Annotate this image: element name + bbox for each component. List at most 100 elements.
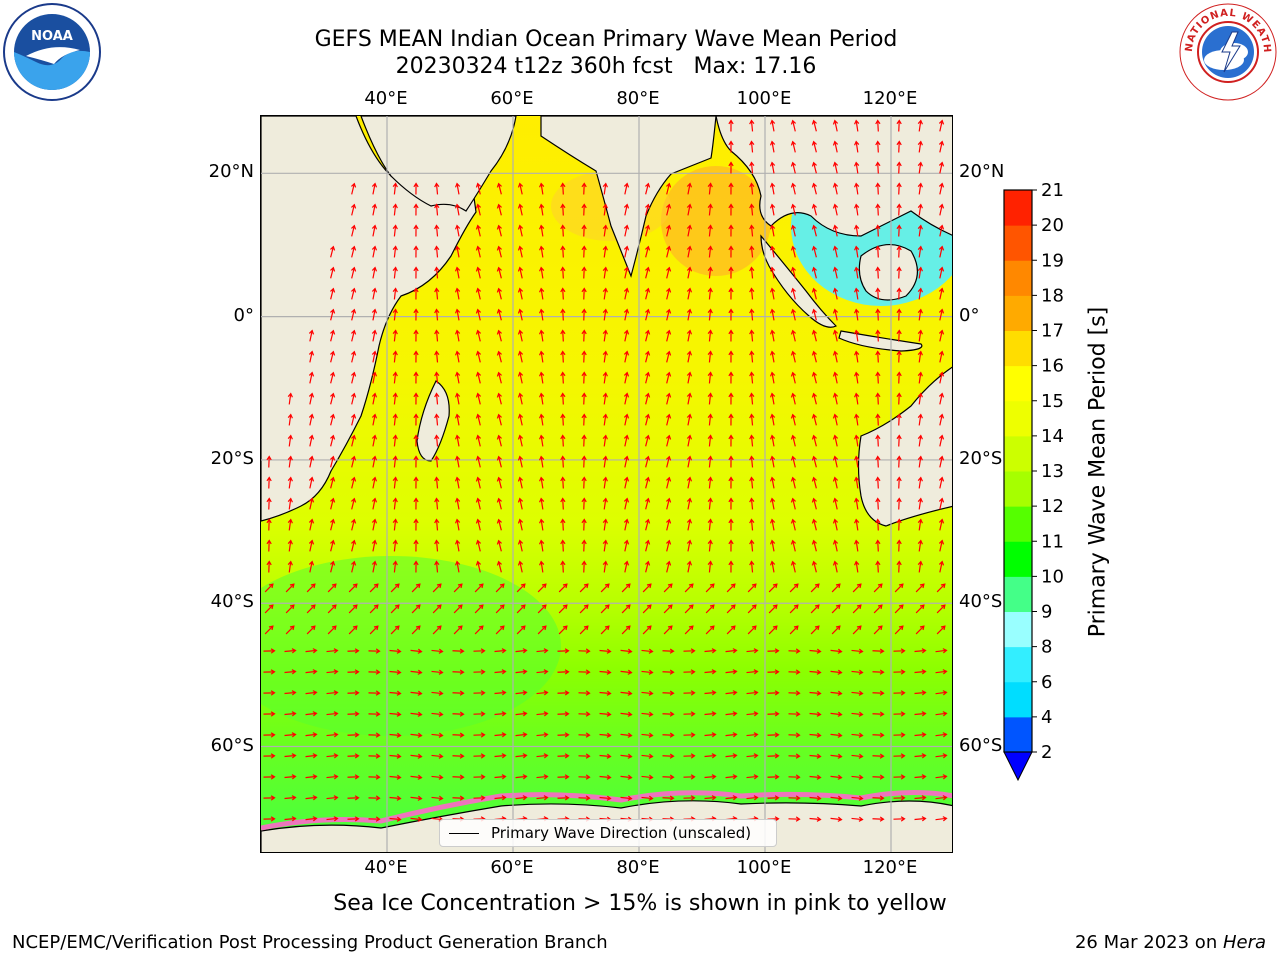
wave-direction-arrow <box>392 560 398 573</box>
wave-direction-arrow <box>915 583 925 593</box>
wave-direction-arrow <box>453 583 463 593</box>
wave-direction-arrow <box>938 266 945 279</box>
wave-direction-arrow <box>832 392 839 405</box>
wave-direction-arrow <box>560 518 566 531</box>
wave-direction-arrow <box>515 669 528 675</box>
wave-direction-arrow <box>749 266 755 279</box>
wave-direction-arrow <box>602 182 608 195</box>
colorbar: 2 4 6 8 9 10 11 12 13 14 15 16 17 18 19 20 21 <box>1003 180 1064 782</box>
wave-direction-arrow <box>914 816 927 822</box>
colorbar-extend-arrow <box>1003 751 1033 782</box>
wave-direction-arrow <box>539 434 545 447</box>
wave-direction-arrow <box>473 711 486 717</box>
wave-direction-arrow <box>707 392 713 405</box>
wave-direction-arrow <box>453 625 463 635</box>
wave-direction-arrow <box>790 350 797 363</box>
wave-direction-arrow <box>599 711 612 717</box>
wave-direction-arrow <box>434 413 440 426</box>
wave-direction-arrow <box>707 203 713 216</box>
wave-direction-arrow <box>938 497 945 510</box>
wave-direction-arrow <box>749 119 755 132</box>
wave-direction-arrow <box>581 350 587 363</box>
wave-direction-arrow <box>790 245 797 258</box>
wave-direction-arrow <box>517 560 524 573</box>
wave-direction-arrow <box>666 539 672 552</box>
wave-direction-arrow <box>264 625 274 635</box>
wave-direction-arrow <box>369 583 379 593</box>
wave-direction-arrow <box>811 203 817 216</box>
wave-direction-arrow <box>560 434 566 447</box>
wave-direction-arrow <box>854 245 860 258</box>
wave-direction-arrow <box>811 308 817 321</box>
wave-direction-arrow <box>495 604 505 614</box>
wave-direction-arrow <box>351 518 357 531</box>
wave-direction-arrow <box>454 518 461 531</box>
wave-direction-arrow <box>725 648 738 654</box>
wave-direction-arrow <box>872 816 885 822</box>
wave-direction-arrow <box>475 434 482 447</box>
wave-direction-arrow <box>330 560 336 573</box>
colorbar-segment <box>1004 260 1032 296</box>
wave-direction-arrow <box>645 203 651 216</box>
wave-direction-arrow <box>832 266 839 279</box>
wave-direction-arrow <box>811 140 817 153</box>
wave-direction-arrow <box>452 753 465 759</box>
wave-direction-arrow <box>645 518 651 531</box>
wave-direction-arrow <box>494 711 507 717</box>
wave-direction-arrow <box>602 455 608 468</box>
wave-direction-arrow <box>769 119 776 132</box>
wave-direction-arrow <box>581 182 587 195</box>
wave-direction-arrow <box>645 308 651 321</box>
wave-direction-arrow <box>431 690 444 696</box>
wave-direction-arrow <box>347 690 360 696</box>
noaa-logo-text: NOAA <box>31 29 73 44</box>
wave-direction-arrow <box>473 732 486 738</box>
wave-direction-arrow <box>645 245 651 258</box>
wave-direction-arrow <box>666 350 672 363</box>
wave-direction-arrow <box>623 371 630 384</box>
wave-direction-arrow <box>620 669 633 675</box>
wave-direction-arrow <box>454 350 461 363</box>
wave-direction-arrow <box>581 413 587 426</box>
wave-direction-arrow <box>623 203 630 216</box>
wave-direction-arrow <box>371 413 378 426</box>
wave-direction-arrow <box>474 583 484 593</box>
wave-direction-arrow <box>263 795 276 801</box>
wave-direction-arrow <box>809 732 822 738</box>
wave-direction-arrow <box>537 604 547 614</box>
wave-direction-arrow <box>287 497 293 510</box>
wave-direction-arrow <box>641 669 654 675</box>
wave-direction-arrow <box>308 497 315 510</box>
wave-direction-arrow <box>434 203 440 216</box>
wave-direction-arrow <box>645 182 651 195</box>
wave-direction-arrow <box>938 161 945 174</box>
wave-direction-arrow <box>434 539 440 552</box>
colorbar-tick-label: 6 <box>1041 672 1052 693</box>
wave-direction-arrow <box>413 245 419 258</box>
wave-direction-arrow <box>330 455 336 468</box>
wave-direction-arrow <box>769 497 776 510</box>
wave-direction-arrow <box>560 497 566 510</box>
wave-direction-arrow <box>557 795 570 801</box>
wave-direction-arrow <box>326 795 339 801</box>
wave-direction-arrow <box>454 203 461 216</box>
wave-direction-arrow <box>284 795 297 801</box>
colorbar-tick-label: 10 <box>1041 566 1064 587</box>
wave-direction-arrow <box>413 476 419 489</box>
wave-direction-arrow <box>917 350 923 363</box>
wave-direction-arrow <box>431 669 444 675</box>
wave-direction-arrow <box>875 371 881 384</box>
wave-direction-arrow <box>683 732 696 738</box>
wave-direction-arrow <box>875 560 881 573</box>
wave-direction-arrow <box>413 392 419 405</box>
wave-direction-arrow <box>789 625 799 635</box>
wave-direction-arrow <box>666 497 672 510</box>
wave-direction-arrow <box>308 560 315 573</box>
wave-direction-arrow <box>557 669 570 675</box>
wave-direction-arrow <box>686 476 693 489</box>
wave-direction-arrow <box>539 245 545 258</box>
lon-tick-bottom: 40°E <box>364 857 408 878</box>
wave-direction-arrow <box>560 455 566 468</box>
wave-direction-arrow <box>728 203 734 216</box>
wave-direction-arrow <box>749 518 755 531</box>
